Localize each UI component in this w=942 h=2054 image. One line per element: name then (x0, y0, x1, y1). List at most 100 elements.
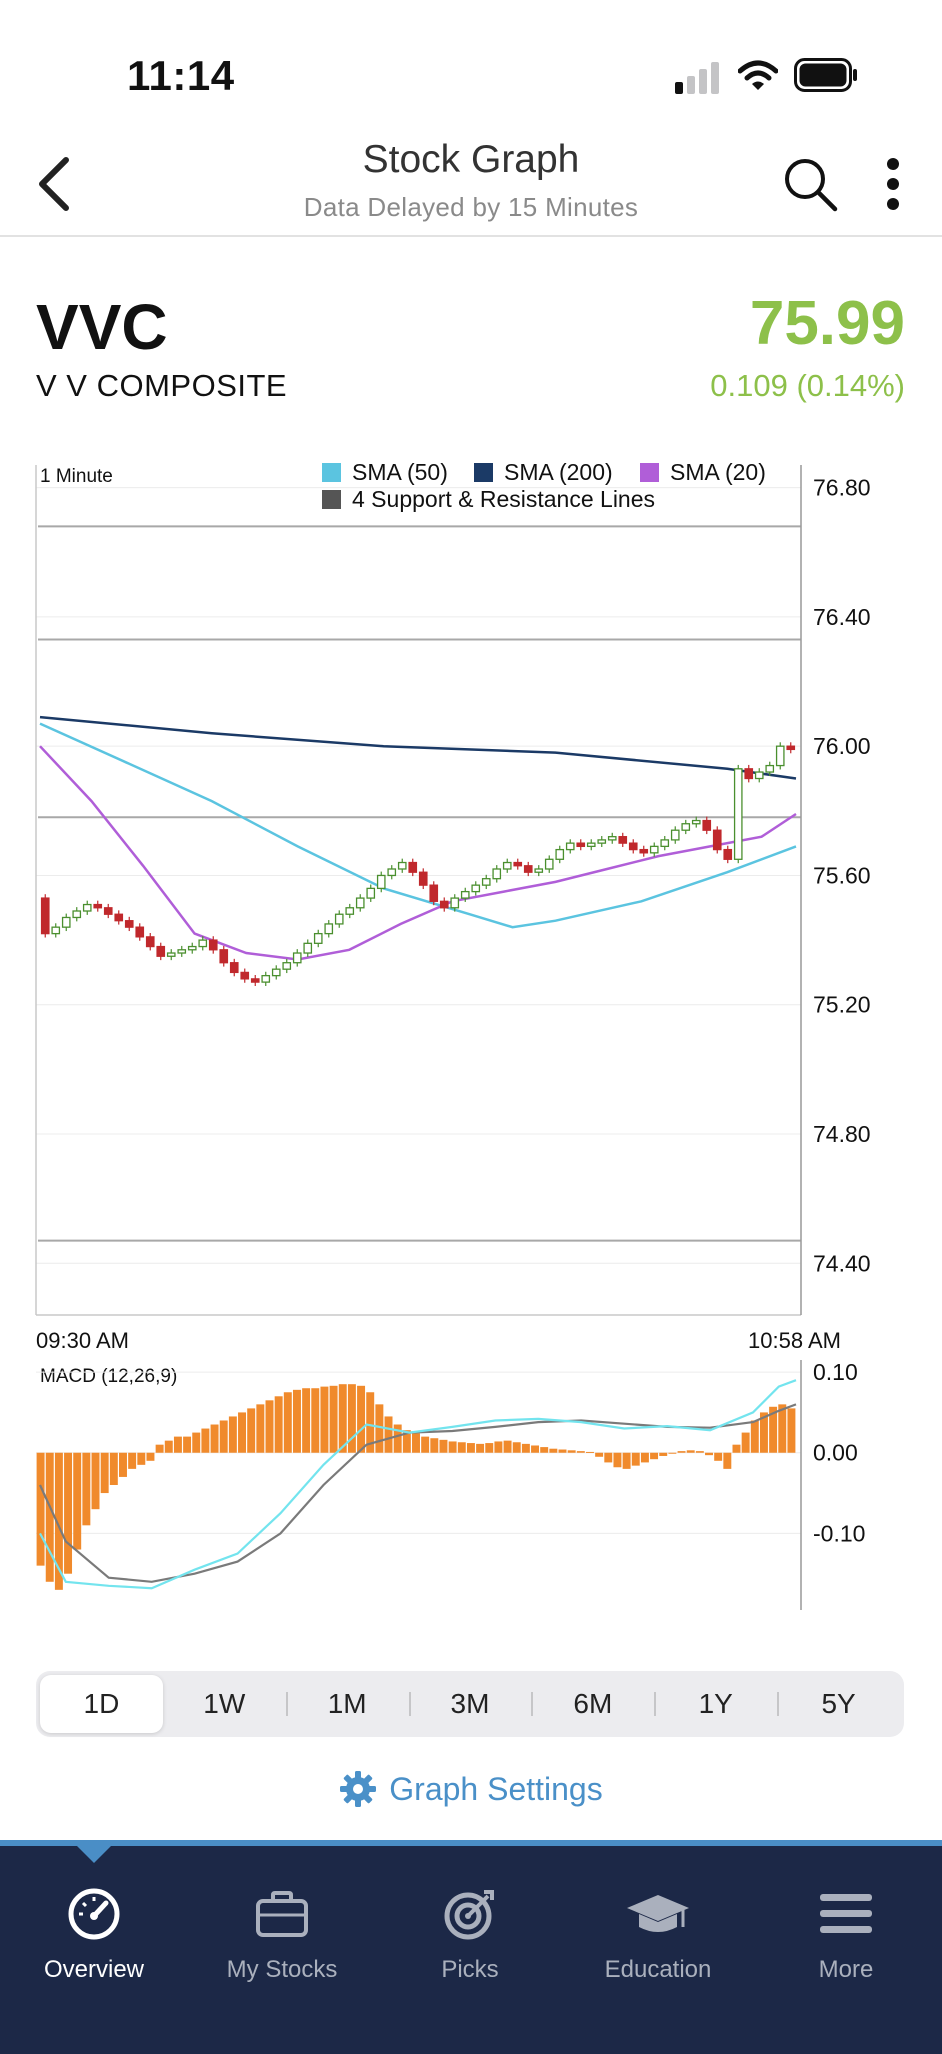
candle-body (376, 874, 386, 890)
macd-histogram (36, 1384, 796, 1590)
candle-body (702, 819, 712, 831)
legend-swatch (474, 463, 493, 482)
macd-histogram-bar (540, 1447, 549, 1453)
macd-histogram-bar (595, 1452, 604, 1457)
range-option-1m[interactable]: 1M (285, 1675, 409, 1733)
macd-line (39, 1379, 797, 1590)
gear-icon (340, 1771, 377, 1807)
macd-histogram-bar (759, 1412, 768, 1453)
macd-histogram-bar (604, 1452, 613, 1463)
candle-body (345, 907, 355, 915)
candle-body (40, 897, 50, 935)
macd-histogram-bar (384, 1416, 393, 1453)
more-vertical-icon[interactable] (878, 156, 908, 212)
candle-body (303, 942, 313, 954)
candle-body (618, 836, 628, 844)
candle-body (208, 939, 218, 951)
candle-body (649, 845, 659, 854)
range-option-1y[interactable]: 1Y (654, 1675, 777, 1733)
candle-body (366, 887, 376, 899)
company-name: V V COMPOSITE (36, 368, 288, 403)
candle-body (51, 926, 61, 935)
tab-picks[interactable]: Picks (376, 1884, 564, 1984)
macd-histogram-bar (347, 1384, 356, 1453)
y-tick-label: 76.40 (813, 604, 871, 630)
candle-body (460, 890, 470, 899)
macd-histogram-bar (366, 1392, 375, 1453)
macd-histogram-bar (494, 1441, 503, 1453)
graph-settings-button[interactable]: Graph Settings (0, 1770, 942, 1808)
macd-chart[interactable]: MACD (12,26,9) 0.10 0.00 -0.10 (0, 1355, 942, 1615)
macd-histogram-bar (439, 1439, 448, 1453)
tab-picks-label: Picks (441, 1956, 499, 1983)
candle-body (135, 926, 145, 938)
macd-histogram-bar (320, 1386, 329, 1453)
macd-histogram-bar (585, 1451, 594, 1453)
macd-histogram-bar (650, 1452, 659, 1460)
candle-body (513, 861, 523, 867)
candle-body (670, 829, 680, 841)
legend-label: 4 Support & Resistance Lines (352, 486, 655, 512)
macd-histogram-bar (100, 1452, 109, 1494)
bottom-tab-bar: Overview My Stocks Picks (0, 1840, 942, 2054)
candle-body (492, 868, 502, 880)
speedometer-icon (68, 1888, 120, 1940)
macd-histogram-bar (329, 1385, 338, 1453)
macd-histogram-bar (45, 1452, 54, 1582)
candle-body (429, 884, 439, 902)
y-tick-label: 76.00 (813, 733, 871, 759)
candle-body (324, 923, 334, 935)
price-change: 0.109 (0.14%) (710, 368, 905, 403)
macd-histogram-bar (503, 1440, 512, 1453)
candle-body (681, 823, 691, 831)
interval-label: 1 Minute (40, 466, 113, 487)
y-axis-ticks: 76.80 76.40 76.00 75.60 75.20 74.80 74.40 (813, 475, 871, 1277)
candle-body (355, 897, 365, 909)
range-option-5y[interactable]: 5Y (777, 1675, 900, 1733)
macd-histogram-bar (54, 1452, 63, 1590)
macd-histogram-bar (73, 1452, 82, 1550)
macd-histogram-bar (741, 1432, 750, 1453)
candle-body (313, 932, 323, 944)
candle-body (471, 884, 481, 893)
tab-education-label: Education (604, 1956, 712, 1983)
candle-body (408, 861, 418, 873)
range-option-3m[interactable]: 3M (408, 1675, 532, 1733)
macd-histogram-bar (302, 1388, 311, 1453)
range-option-1w[interactable]: 1W (203, 1688, 246, 1719)
macd-histogram-bar (640, 1452, 649, 1463)
range-option-6m[interactable]: 6M (531, 1675, 654, 1733)
navigation-bar: Stock Graph Data Delayed by 15 Minutes (0, 130, 942, 237)
range-option-1d[interactable]: 1D (40, 1675, 163, 1733)
candle-body (712, 829, 722, 851)
candle-body (397, 861, 407, 870)
macd-histogram-bar (173, 1436, 182, 1453)
price-chart[interactable]: 1 Minute SMA (50) SMA (200) SMA (20) 4 Supp… (0, 455, 942, 1325)
macd-histogram-bar (192, 1432, 201, 1453)
cellular-signal-icon (675, 62, 719, 94)
macd-label: MACD (12,26,9) (40, 1366, 177, 1387)
macd-histogram-bar (238, 1412, 247, 1453)
candle-body (523, 865, 533, 873)
candle-body (765, 764, 775, 773)
macd-histogram-bar (485, 1443, 494, 1453)
candle-body (334, 913, 344, 925)
back-chevron-icon[interactable] (36, 156, 72, 212)
macd-histogram-bar (393, 1424, 402, 1453)
sma-200-line (39, 715, 797, 780)
tab-my-stocks[interactable]: My Stocks (188, 1884, 376, 1984)
candle-body (187, 945, 197, 951)
macd-histogram-bar (137, 1452, 146, 1465)
macd-histogram-bar (466, 1443, 475, 1453)
search-icon[interactable] (782, 156, 838, 212)
macd-histogram-bar (201, 1428, 210, 1453)
tab-more[interactable]: More (752, 1884, 940, 1984)
legend-label: SMA (20) (670, 459, 766, 485)
candle-body (502, 861, 512, 870)
tab-overview[interactable]: Overview (0, 1884, 188, 1984)
tab-education[interactable]: Education (564, 1884, 752, 1984)
candle-body (555, 848, 565, 860)
macd-histogram-bar (476, 1443, 485, 1453)
candle-body (775, 745, 785, 767)
macd-histogram-bar (228, 1416, 237, 1453)
